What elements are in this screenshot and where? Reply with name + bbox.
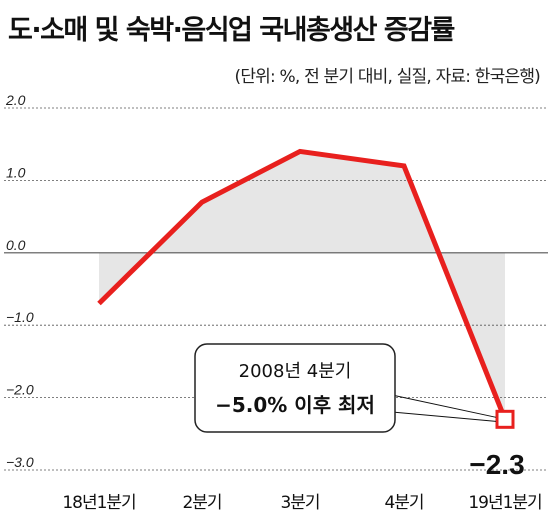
area-fill	[99, 151, 404, 304]
x-tick-label: 4분기	[384, 493, 423, 513]
y-tick-label: −2.0	[6, 382, 34, 398]
y-tick-label: 0.0	[6, 237, 26, 253]
data-label-last: −2.3	[469, 449, 524, 480]
x-tick-label: 19년1분기	[468, 493, 541, 513]
chart-title: 도·소매 및 숙박·음식업 국내총생산 증감률	[8, 15, 455, 46]
y-tick-label: −1.0	[6, 309, 34, 325]
chart-subtitle: (단위: %, 전 분기 대비, 실질, 자료: 한국은행)	[234, 67, 540, 87]
y-tick-label: −3.0	[6, 454, 34, 470]
annotation-line2: −5.0% 이후 최저	[215, 393, 375, 417]
annotation-line1: 2008년 4분기	[239, 361, 352, 382]
annotation-leader	[391, 411, 497, 422]
x-tick-label: 2분기	[182, 493, 221, 513]
y-tick-label: 2.0	[5, 92, 26, 108]
x-tick-label: 18년1분기	[62, 493, 135, 513]
annotation-box	[194, 343, 396, 433]
x-tick-label: 3분기	[280, 493, 319, 513]
y-tick-label: 1.0	[6, 164, 26, 180]
series-line	[97, 148, 508, 421]
annotation-leader	[391, 394, 497, 418]
last-point-marker	[495, 409, 515, 429]
